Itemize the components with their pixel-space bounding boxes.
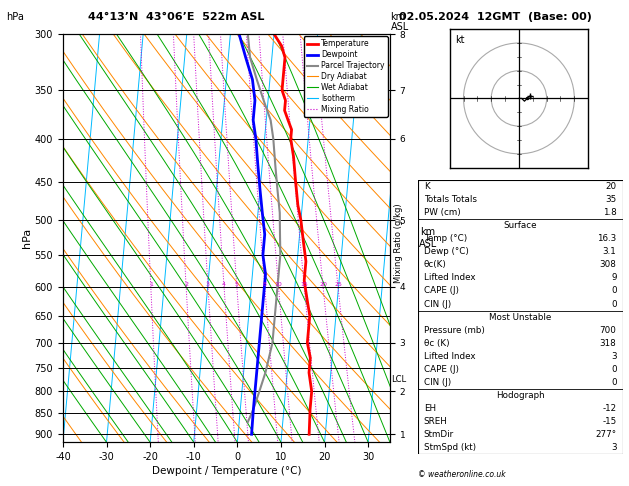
Text: 20: 20 <box>606 182 616 191</box>
Text: 5: 5 <box>235 281 239 287</box>
Text: CIN (J): CIN (J) <box>424 378 451 387</box>
Text: Most Unstable: Most Unstable <box>489 312 551 322</box>
Text: 0: 0 <box>611 365 616 374</box>
Text: 15: 15 <box>300 281 308 287</box>
Text: CIN (J): CIN (J) <box>424 299 451 309</box>
Text: K: K <box>424 182 430 191</box>
Text: hPa: hPa <box>6 12 24 22</box>
Text: Surface: Surface <box>503 221 537 230</box>
Text: 0: 0 <box>611 286 616 295</box>
Text: 308: 308 <box>599 260 616 269</box>
Text: km: km <box>391 12 406 22</box>
Y-axis label: km
ASL: km ASL <box>418 227 437 249</box>
Text: CAPE (J): CAPE (J) <box>424 365 459 374</box>
Text: 2: 2 <box>184 281 188 287</box>
Text: 20: 20 <box>319 281 327 287</box>
Text: 8: 8 <box>263 281 267 287</box>
Text: Dewp (°C): Dewp (°C) <box>424 247 469 256</box>
Text: 35: 35 <box>605 195 616 204</box>
Text: 1: 1 <box>149 281 153 287</box>
Text: 4: 4 <box>222 281 226 287</box>
Text: 3: 3 <box>611 443 616 452</box>
Text: Temp (°C): Temp (°C) <box>424 234 467 243</box>
Text: 0: 0 <box>611 299 616 309</box>
Text: 277°: 277° <box>596 430 616 439</box>
Text: kt: kt <box>455 35 465 45</box>
Text: -15: -15 <box>603 417 616 426</box>
Legend: Temperature, Dewpoint, Parcel Trajectory, Dry Adiabat, Wet Adiabat, Isotherm, Mi: Temperature, Dewpoint, Parcel Trajectory… <box>304 36 387 117</box>
Text: SREH: SREH <box>424 417 448 426</box>
Text: 1.8: 1.8 <box>603 208 616 217</box>
Text: StmDir: StmDir <box>424 430 454 439</box>
Text: 3.1: 3.1 <box>603 247 616 256</box>
Text: Lifted Index: Lifted Index <box>424 274 476 282</box>
Text: 3: 3 <box>611 352 616 361</box>
Text: 02.05.2024  12GMT  (Base: 00): 02.05.2024 12GMT (Base: 00) <box>399 12 593 22</box>
Text: 3: 3 <box>206 281 210 287</box>
Text: Pressure (mb): Pressure (mb) <box>424 326 485 335</box>
Text: © weatheronline.co.uk: © weatheronline.co.uk <box>418 469 505 479</box>
X-axis label: Dewpoint / Temperature (°C): Dewpoint / Temperature (°C) <box>152 466 301 476</box>
Text: θc(K): θc(K) <box>424 260 447 269</box>
Text: StmSpd (kt): StmSpd (kt) <box>424 443 476 452</box>
Text: 25: 25 <box>334 281 342 287</box>
Text: PW (cm): PW (cm) <box>424 208 460 217</box>
Text: 318: 318 <box>600 339 616 348</box>
Text: CAPE (J): CAPE (J) <box>424 286 459 295</box>
Text: -12: -12 <box>603 404 616 413</box>
Y-axis label: hPa: hPa <box>22 228 32 248</box>
Text: Lifted Index: Lifted Index <box>424 352 476 361</box>
Text: Hodograph: Hodograph <box>496 391 545 400</box>
Text: Totals Totals: Totals Totals <box>424 195 477 204</box>
Text: ASL: ASL <box>391 22 409 32</box>
Text: Mixing Ratio (g/kg): Mixing Ratio (g/kg) <box>394 203 403 283</box>
Text: 10: 10 <box>275 281 282 287</box>
Text: 0: 0 <box>611 378 616 387</box>
Text: 44°13’N  43°06’E  522m ASL: 44°13’N 43°06’E 522m ASL <box>88 12 264 22</box>
Text: 700: 700 <box>599 326 616 335</box>
Text: θc (K): θc (K) <box>424 339 450 348</box>
Text: 9: 9 <box>611 274 616 282</box>
Text: EH: EH <box>424 404 436 413</box>
Text: 16.3: 16.3 <box>598 234 616 243</box>
Text: LCL: LCL <box>391 375 406 384</box>
